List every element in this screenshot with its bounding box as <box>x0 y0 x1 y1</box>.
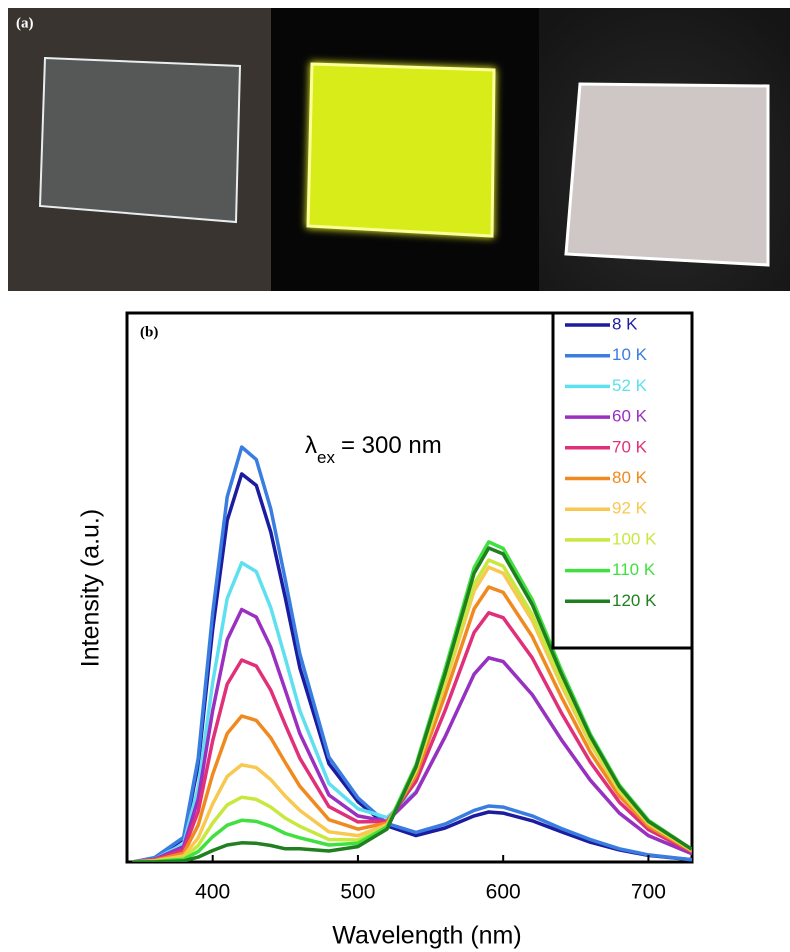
legend-label: 60 K <box>612 407 648 426</box>
annotation-text: = 300 nm <box>341 432 442 459</box>
glass-slide <box>40 58 240 222</box>
x-axis-label: Wavelength (nm) <box>332 922 521 950</box>
annotation-subscript: ex <box>317 448 335 467</box>
legend: 8 K 10 K 52 K 60 K 70 K 80 K 92 K 100 K 110 K 120… <box>553 313 692 648</box>
panel-label: (a) <box>16 15 34 31</box>
legend-label: 110 K <box>612 560 656 579</box>
x-tick-label: 500 <box>340 881 375 904</box>
x-tick-label: 400 <box>195 881 230 904</box>
legend-label: 52 K <box>612 376 648 395</box>
legend-label: 120 K <box>612 591 657 610</box>
page: {"chart_data": {"type": "line", "panel_a… <box>0 0 790 952</box>
x-tick-label: 700 <box>631 881 666 904</box>
annotation-symbol: λ <box>305 432 317 459</box>
white-film <box>566 84 768 265</box>
legend-label: 92 K <box>612 499 648 518</box>
photo-panel: (a) <box>8 8 790 291</box>
x-tick-label: 600 <box>486 881 521 904</box>
legend-label: 70 K <box>612 437 648 456</box>
figure: (a) (b) λex = 300 nm Wavelength (nm) Inte… <box>0 0 790 952</box>
luminescent-film <box>308 64 494 236</box>
panel-label: (b) <box>140 324 158 340</box>
y-axis-label: Intensity (a.u.) <box>77 509 105 667</box>
legend-label: 10 K <box>612 345 648 364</box>
legend-label: 100 K <box>612 529 657 548</box>
legend-label: 8 K <box>612 314 638 333</box>
legend-label: 80 K <box>612 468 648 487</box>
